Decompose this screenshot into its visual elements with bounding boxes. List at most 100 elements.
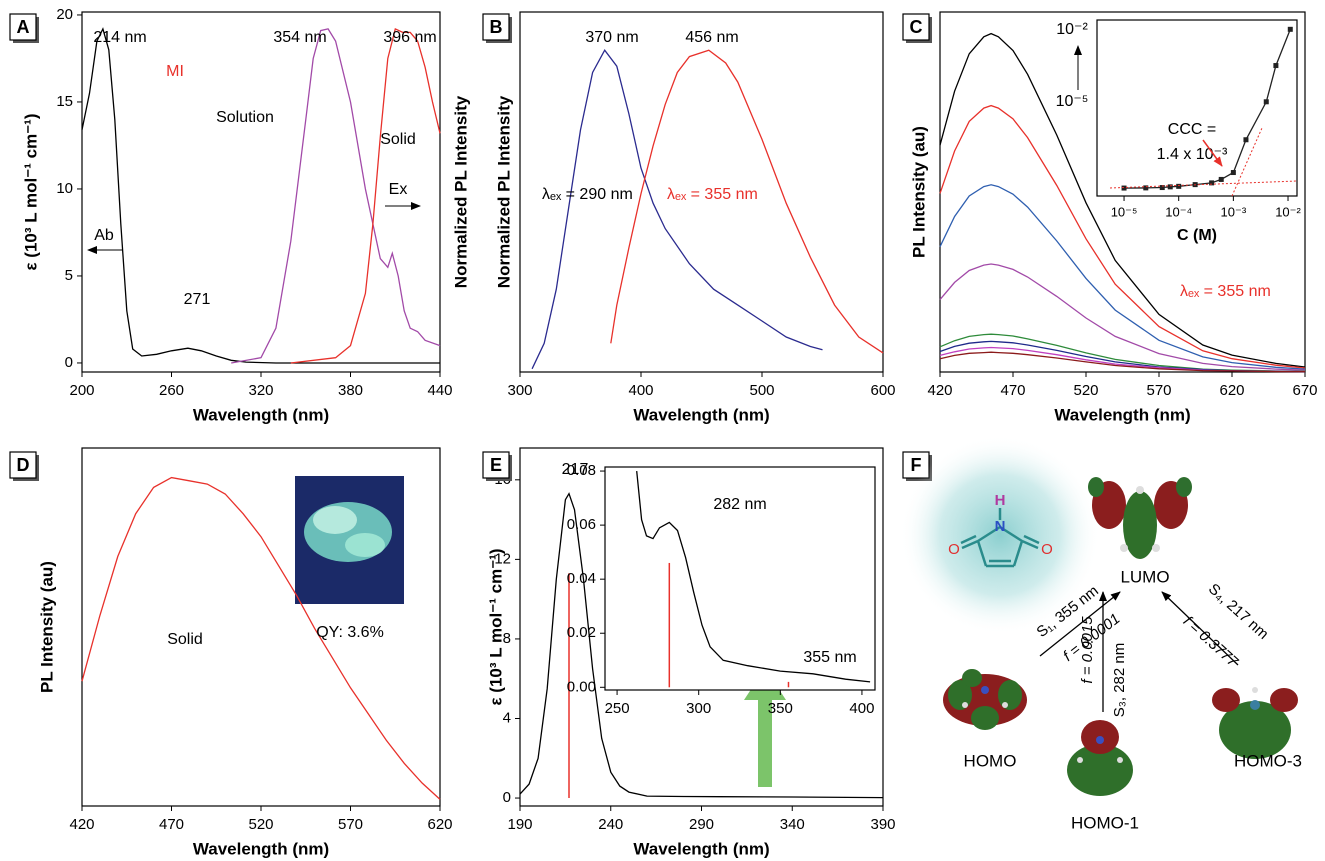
- annotation: 456 nm: [685, 29, 738, 46]
- panel-letter-box: [9, 451, 37, 479]
- y-axis-label: PL Intensity (au): [909, 126, 928, 258]
- data-point: [1287, 26, 1293, 32]
- annotation: λₑₓ = 290 nm: [542, 186, 633, 203]
- y-tick-label: 20: [56, 6, 73, 23]
- orbital-label: HOMO-1: [1071, 813, 1139, 832]
- x-tick-label: 350: [768, 700, 793, 717]
- transition-arrow: [1039, 591, 1121, 657]
- x-tick-label: 300: [686, 700, 711, 717]
- y-tick-label: 4: [503, 709, 511, 726]
- data-line: [939, 32, 1306, 368]
- y-tick-label: 8: [503, 630, 511, 647]
- annotation: CCC =: [1168, 121, 1216, 138]
- orbital-label: LUMO: [1120, 567, 1169, 586]
- panel-letter-box: [482, 451, 510, 479]
- data-point: [1209, 180, 1215, 186]
- x-tick-label: 600: [870, 382, 895, 399]
- annotation: 217: [562, 461, 589, 478]
- annotation: Solution: [216, 109, 274, 126]
- orbital: [943, 669, 1027, 730]
- x-tick-label: 290: [689, 816, 714, 833]
- arrow: [744, 668, 786, 787]
- annotation: MI: [166, 63, 184, 80]
- y-tick-label: 0: [503, 789, 511, 806]
- x-tick-label: 620: [1219, 382, 1244, 399]
- x-tick-label: 380: [338, 382, 363, 399]
- annotation: 355 nm: [803, 649, 856, 666]
- x-tick-label: 340: [780, 816, 805, 833]
- annotation: 10⁻⁵: [1056, 93, 1089, 110]
- y-axis-label: Normalized PL Intensity: [451, 95, 470, 288]
- tangent: [1231, 127, 1263, 197]
- annotation: 396 nm: [383, 29, 436, 46]
- y-tick-label: 0.02: [567, 624, 596, 641]
- plot-frame: [604, 466, 876, 691]
- data-point: [1167, 184, 1173, 190]
- orbital: [1212, 687, 1298, 759]
- data-line: [939, 351, 1305, 373]
- oscillator-strength: f = 0.0015: [1079, 616, 1096, 684]
- transition-arrow: [1161, 591, 1239, 666]
- annotation: 282 nm: [713, 496, 766, 513]
- plot-frame: [1096, 19, 1298, 197]
- plot-frame: [81, 11, 441, 373]
- x-tick-label: 250: [605, 700, 630, 717]
- x-tick-label: 670: [1292, 382, 1317, 399]
- data-line: [939, 104, 1306, 369]
- x-tick-label: 190: [507, 816, 532, 833]
- glow: [900, 435, 1100, 635]
- panel-label: A: [17, 17, 30, 37]
- data-line: [531, 49, 823, 370]
- data-line: [81, 476, 441, 800]
- annotation: 370 nm: [585, 29, 638, 46]
- annotation: QY: 3.6%: [316, 624, 384, 641]
- orbital: [1088, 477, 1192, 559]
- data-point: [1263, 99, 1269, 105]
- x-tick-label: 320: [248, 382, 273, 399]
- y-tick-label: 0: [65, 354, 73, 371]
- x-axis-label: C (M): [1177, 227, 1217, 244]
- atom-label: N: [995, 518, 1006, 535]
- y-tick-label: 15: [56, 93, 73, 110]
- plot-frame: [519, 11, 884, 373]
- x-tick-label: 10⁻³: [1221, 204, 1247, 219]
- data-line: [231, 28, 441, 364]
- x-tick-label: 500: [749, 382, 774, 399]
- orbital: [1067, 720, 1133, 796]
- atom-label: O: [1041, 541, 1053, 558]
- oscillator-strength: f = 0.3777: [1180, 613, 1242, 671]
- x-tick-label: 470: [159, 816, 184, 833]
- x-tick-label: 390: [870, 816, 895, 833]
- x-tick-label: 10⁻⁴: [1165, 204, 1192, 219]
- y-tick-label: 10: [56, 180, 73, 197]
- tangent: [1109, 180, 1298, 189]
- diagram: F H N O O: [900, 435, 1302, 832]
- panel-letter-box: [902, 13, 930, 41]
- x-tick-label: 620: [427, 816, 452, 833]
- pointer-arrow: [1202, 139, 1223, 167]
- x-tick-label: 400: [628, 382, 653, 399]
- data-point: [1121, 185, 1127, 191]
- x-tick-label: 400: [849, 700, 874, 717]
- panel-letter-box: [9, 13, 37, 41]
- x-tick-label: 420: [927, 382, 952, 399]
- data-line: [939, 263, 1306, 371]
- x-tick-label: 470: [1000, 382, 1025, 399]
- y-tick-label: 0.04: [567, 570, 596, 587]
- annotation: 354 nm: [273, 29, 326, 46]
- orbital-label: HOMO: [964, 751, 1017, 770]
- y-axis-label: Normalized PL Intensity: [494, 95, 513, 288]
- data-point: [1176, 183, 1182, 189]
- panel-label: F: [911, 455, 922, 475]
- x-axis-label: Wavelength (nm): [633, 839, 769, 858]
- data-line: [610, 49, 884, 354]
- y-axis-label: PL Intensity (au): [37, 561, 56, 693]
- panel-label: E: [490, 455, 502, 475]
- x-tick-label: 10⁻⁵: [1111, 204, 1138, 219]
- annotation: Solid: [380, 131, 416, 148]
- annotation: Solid: [167, 631, 203, 648]
- x-tick-label: 260: [159, 382, 184, 399]
- y-tick-label: 12: [494, 550, 511, 567]
- annotation: 10⁻²: [1056, 21, 1088, 38]
